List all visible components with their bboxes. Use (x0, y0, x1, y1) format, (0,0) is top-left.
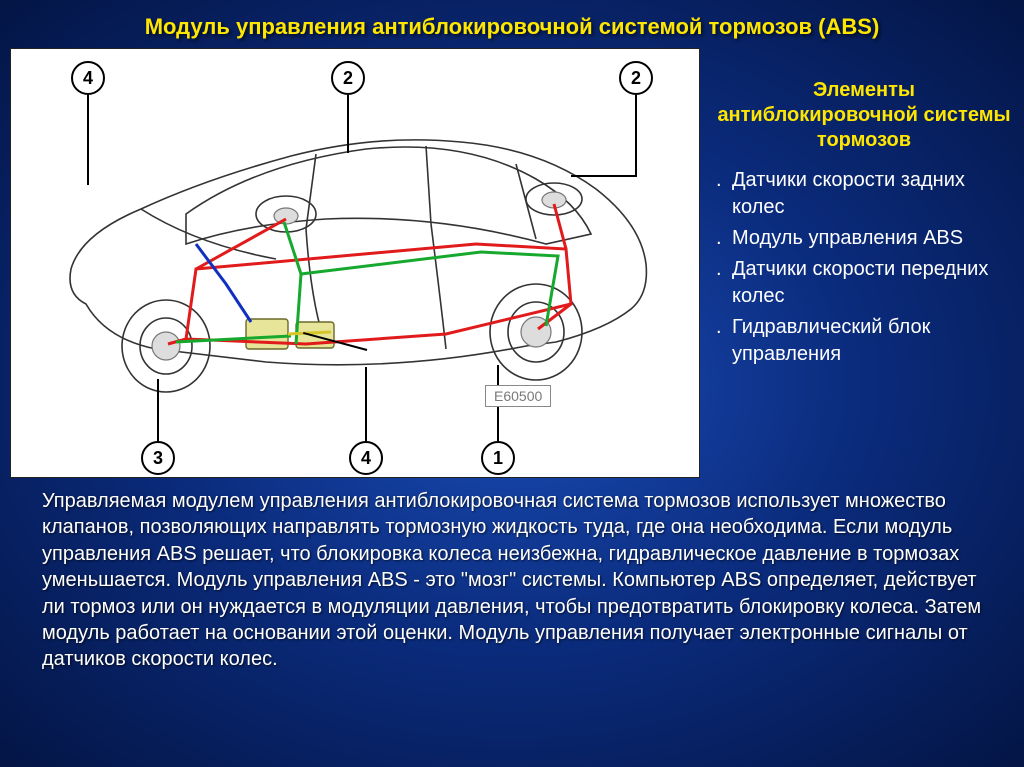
callout-2-top-a: 2 (331, 61, 365, 95)
legend-item: Модуль управления ABS (714, 225, 1014, 252)
callout-4-top: 4 (71, 61, 105, 95)
callout-line (157, 379, 159, 441)
callout-3-bottom: 3 (141, 441, 175, 475)
page-title: Модуль управления антиблокировочной сист… (0, 0, 1024, 48)
content-row: 4 2 2 3 4 1 E60500 Элементы антиблокиров… (0, 48, 1024, 478)
legend-item: Гидравлический блок управления (714, 314, 1014, 368)
diagram-ref-code: E60500 (485, 385, 551, 407)
legend-item: Датчики скорости передних колес (714, 256, 1014, 310)
legend: Элементы антиблокировочной системы тормо… (714, 48, 1014, 478)
callout-2-top-b: 2 (619, 61, 653, 95)
legend-list: Датчики скорости задних колес Модуль упр… (714, 167, 1014, 368)
callout-line (635, 95, 637, 175)
callout-line (571, 175, 637, 177)
legend-heading: Элементы антиблокировочной системы тормо… (714, 78, 1014, 153)
legend-item: Датчики скорости задних колес (714, 167, 1014, 221)
callout-line (365, 367, 367, 441)
description-text: Управляемая модулем управления антиблоки… (0, 478, 1024, 673)
callout-1-bottom: 1 (481, 441, 515, 475)
callout-line (87, 95, 89, 185)
callout-4-bottom: 4 (349, 441, 383, 475)
callout-line (347, 95, 349, 153)
car-cutaway-icon (46, 94, 666, 424)
abs-diagram: 4 2 2 3 4 1 E60500 (10, 48, 700, 478)
